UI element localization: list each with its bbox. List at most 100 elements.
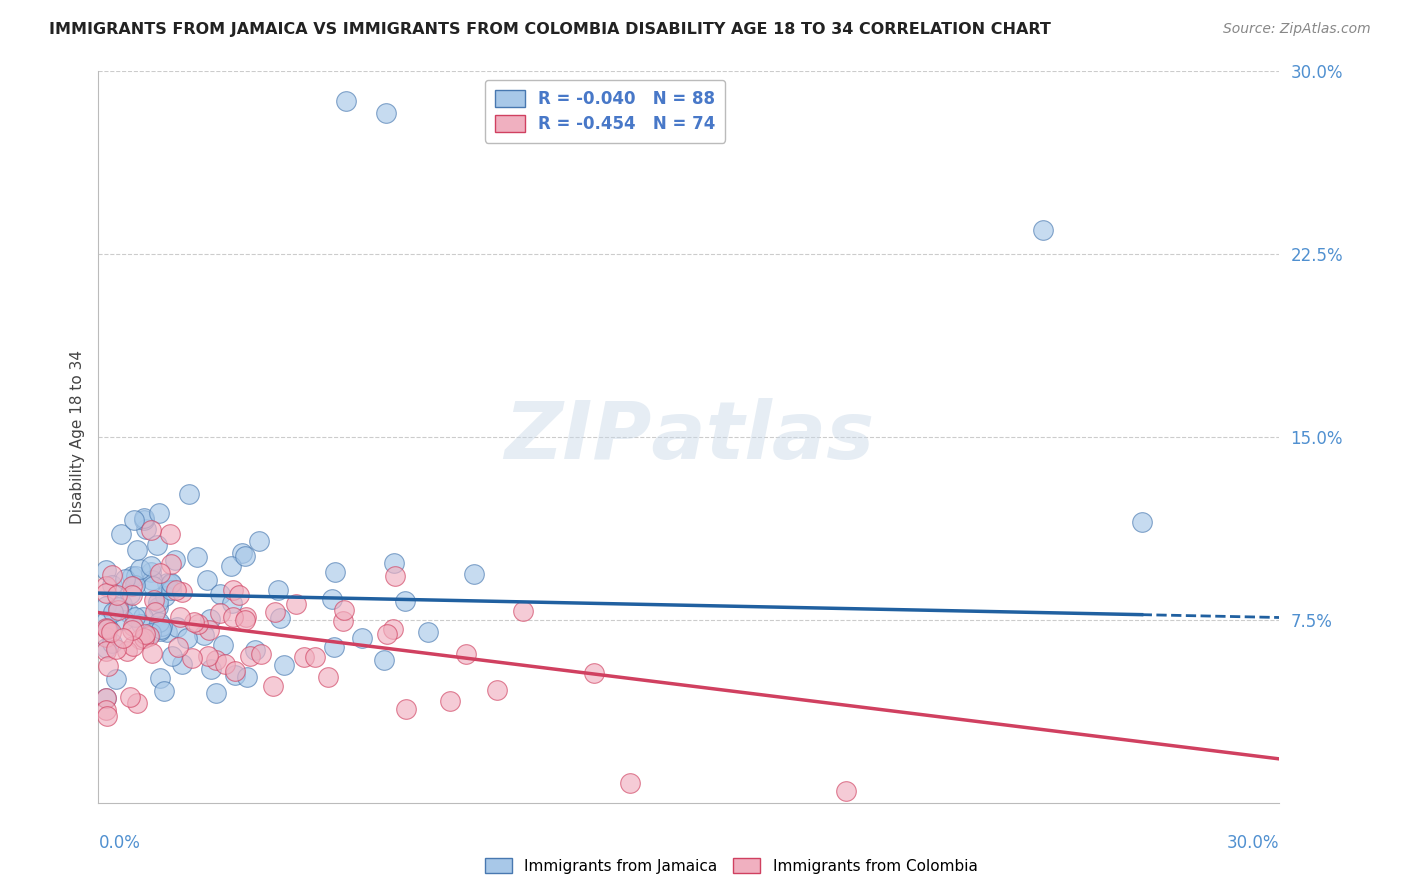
Point <box>243 642 266 657</box>
Point <box>212 638 235 652</box>
Point <box>382 556 405 570</box>
Point <box>418 624 440 639</box>
Point <box>101 578 124 592</box>
Point <box>96 644 118 658</box>
Point <box>335 94 357 108</box>
Point <box>134 627 156 641</box>
Point <box>156 625 179 640</box>
Point <box>228 588 250 602</box>
Point <box>141 559 163 574</box>
Point <box>195 573 218 587</box>
Point <box>323 640 346 655</box>
Point <box>375 627 398 641</box>
Point <box>198 624 221 638</box>
Point <box>395 702 418 716</box>
Point <box>132 511 155 525</box>
Point <box>107 599 129 614</box>
Point <box>100 625 122 640</box>
Point <box>456 647 478 661</box>
Point <box>186 549 208 564</box>
Point <box>129 617 152 632</box>
Point <box>181 651 204 665</box>
Point <box>166 619 188 633</box>
Point <box>187 616 209 631</box>
Point <box>101 636 124 650</box>
Point <box>200 662 222 676</box>
Point <box>1130 516 1153 530</box>
Point <box>121 578 143 592</box>
Point <box>224 667 246 681</box>
Point <box>316 670 339 684</box>
Point <box>332 614 354 628</box>
Point <box>107 603 129 617</box>
Point <box>269 611 291 625</box>
Point <box>121 569 143 583</box>
Point <box>169 610 191 624</box>
Point <box>96 640 118 655</box>
Point <box>160 649 183 664</box>
Point <box>124 610 146 624</box>
Point <box>333 603 356 617</box>
Point <box>129 632 152 647</box>
Point <box>150 619 173 633</box>
Point <box>193 628 215 642</box>
Point <box>463 567 485 582</box>
Point <box>146 600 169 615</box>
Point <box>235 613 257 627</box>
Point <box>101 606 124 620</box>
Point <box>122 619 145 633</box>
Point <box>222 583 245 598</box>
Point <box>167 640 190 655</box>
Text: Source: ZipAtlas.com: Source: ZipAtlas.com <box>1223 22 1371 37</box>
Point <box>125 543 148 558</box>
Point <box>214 657 236 671</box>
Point <box>224 665 246 679</box>
Point <box>96 620 118 634</box>
Point <box>221 596 243 610</box>
Point <box>143 605 166 619</box>
Point <box>177 486 200 500</box>
Point <box>150 622 173 636</box>
Point <box>485 683 508 698</box>
Point <box>208 607 231 621</box>
Point <box>382 622 405 636</box>
Point <box>96 599 118 613</box>
Point <box>125 696 148 710</box>
Point <box>163 553 186 567</box>
Point <box>141 573 163 587</box>
Point <box>124 578 146 592</box>
Point <box>292 650 315 665</box>
Point <box>149 671 172 685</box>
Point <box>394 594 416 608</box>
Point <box>373 653 395 667</box>
Text: IMMIGRANTS FROM JAMAICA VS IMMIGRANTS FROM COLOMBIA DISABILITY AGE 18 TO 34 CORR: IMMIGRANTS FROM JAMAICA VS IMMIGRANTS FR… <box>49 22 1052 37</box>
Point <box>141 626 163 640</box>
Point <box>114 572 136 586</box>
Point <box>132 610 155 624</box>
Point <box>235 670 257 684</box>
Point <box>96 630 118 644</box>
Point <box>96 691 118 706</box>
Point <box>121 623 143 637</box>
Point <box>96 691 118 706</box>
Point <box>128 562 150 576</box>
Point <box>135 522 157 536</box>
Point <box>439 694 461 708</box>
Point <box>233 549 256 564</box>
Point <box>124 568 146 582</box>
Point <box>97 621 120 635</box>
Point <box>321 591 343 606</box>
Point <box>96 579 118 593</box>
Point <box>134 512 156 526</box>
Point <box>835 783 858 797</box>
Point <box>172 657 194 671</box>
Point <box>122 513 145 527</box>
Point <box>374 105 396 120</box>
Point <box>96 622 118 636</box>
Point <box>142 593 165 607</box>
Legend: Immigrants from Jamaica, Immigrants from Colombia: Immigrants from Jamaica, Immigrants from… <box>478 852 984 880</box>
Point <box>221 559 243 574</box>
Point <box>273 658 295 673</box>
Point <box>110 526 132 541</box>
Point <box>222 610 245 624</box>
